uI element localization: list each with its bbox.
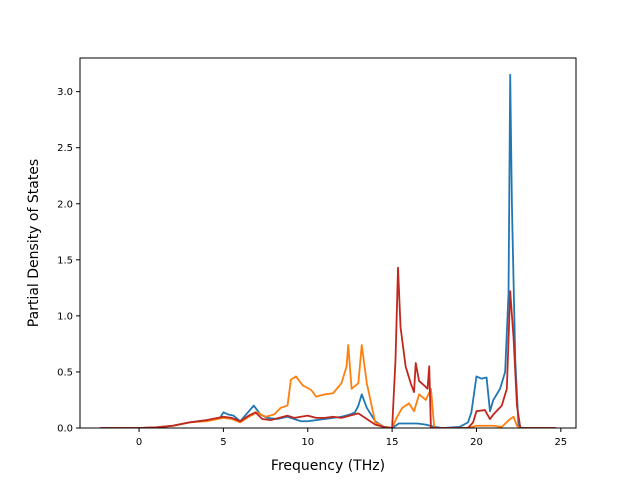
plot-background	[80, 58, 576, 428]
plot-frame	[79, 57, 577, 429]
y-tick-label: 0.5	[57, 367, 73, 378]
plot-area	[79, 57, 577, 429]
x-tick-label: 25	[554, 437, 567, 448]
series-line-3	[100, 266, 556, 428]
x-axis-label: Frequency (THz)	[271, 458, 385, 474]
y-tick-label: 2.5	[57, 143, 73, 154]
series-layer	[100, 73, 556, 428]
y-axis-label: Partial Density of States	[26, 159, 42, 327]
y-tick-label: 0.0	[57, 424, 73, 435]
x-tick-label: 10	[301, 437, 314, 448]
series-line-1	[100, 73, 556, 428]
y-axis: 0.0 0.5 1.0 1.5 2.0 2.5 3.0	[57, 87, 80, 435]
y-tick-label: 1.0	[57, 311, 73, 322]
x-tick-label: 0	[136, 437, 142, 448]
y-tick-label: 3.0	[57, 87, 73, 98]
y-tick-label: 2.0	[57, 199, 73, 210]
x-tick-label: 20	[470, 437, 483, 448]
y-tick-label: 1.5	[57, 255, 73, 266]
x-tick-label: 5	[220, 437, 226, 448]
series-line-2	[100, 344, 556, 428]
x-axis: 0 5 10 15 20 25	[136, 428, 567, 448]
x-tick-label: 15	[386, 437, 399, 448]
